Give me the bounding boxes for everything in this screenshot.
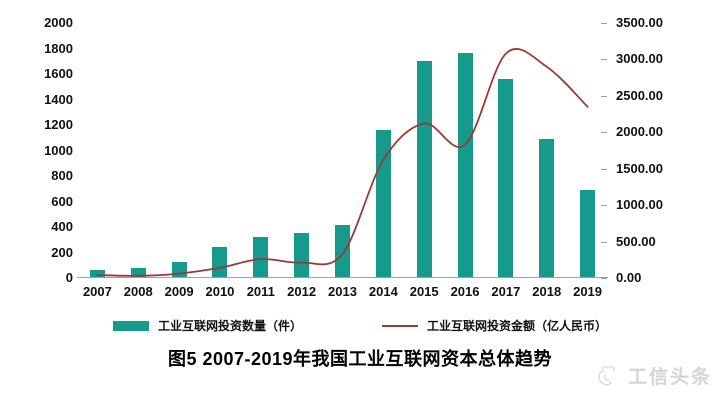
chart-title: 图5 2007-2019年我国工业互联网资本总体趋势 [167,349,553,369]
bar-2011 [253,237,269,278]
bar-2019 [580,190,596,278]
bar-2018 [539,139,555,278]
right-axis-tick-label: 500.00 [616,233,656,249]
right-axis-tick-label: 1000.00 [616,197,663,213]
right-axis-tick-mark [601,168,607,170]
right-axis-tick-mark [601,59,607,61]
right-axis-tick-label: 3000.00 [616,51,663,67]
legend-label-bar: 工业互联网投资数量（件） [157,319,302,333]
plot-area: 0 200 400 600 800 1000 1200 1400 1600 1800 2000 0.… [44,15,663,299]
bar-2017 [498,79,514,278]
x-axis-tick-label: 2018 [532,284,562,299]
x-axis-line [77,277,608,278]
x-axis-tick-label: 2015 [409,284,439,299]
right-axis-tick-mark [601,132,607,134]
bar-2016 [457,52,473,278]
x-axis-tick-label: 2013 [328,284,357,299]
right-axis-tick-label: 2000.00 [616,124,663,140]
legend-item-bar: 工业互联网投资数量（件） [112,317,302,334]
bar-2015 [416,61,432,278]
x-axis-tick-label: 2012 [287,284,317,299]
x-axis-tick-label: 2008 [123,284,153,299]
bar-series-swatch [112,320,149,331]
bar-2014 [375,130,391,278]
left-axis-tick-label: 1000 [44,142,73,158]
right-axis-tick-label: 1500.00 [616,160,663,176]
left-axis-tick-label: 1400 [44,91,73,107]
left-axis-tick-label: 1800 [44,40,73,56]
left-axis-tick-label: 600 [51,193,73,209]
x-axis-tick-label: 2009 [164,284,194,299]
x-axis-tick-label: 2007 [82,284,112,299]
x-axis-tick-label: 2016 [450,284,480,299]
right-axis-tick-mark [601,23,607,24]
right-axis-tick-label: 2500.00 [616,87,663,103]
left-axis-tick-label: 2000 [44,15,73,30]
left-axis-tick-label: 0 [65,270,73,285]
x-axis-tick-label: 2010 [205,284,235,299]
gongxin-toutiao-logo-icon [598,365,615,385]
line-series-swatch [382,324,418,327]
right-axis-tick-label: 3500.00 [616,15,663,30]
legend: 工业互联网投资数量（件） 工业互联网投资金额（亿人民币） [0,317,720,334]
left-axis-tick-label: 200 [51,244,73,260]
right-axis-tick-mark [601,95,607,97]
x-axis-tick-label: 2017 [491,284,521,299]
x-axis-tick-label: 2019 [573,284,603,299]
watermark-text: 工信头条 [627,367,712,388]
right-axis-tick-mark [601,241,607,243]
legend-label-line: 工业互联网投资金额（亿人民币） [427,319,608,333]
x-axis-tick-label: 2014 [368,284,398,299]
right-axis-tick-mark [601,205,607,207]
x-axis-tick-label: 2011 [246,284,275,299]
watermark: 工信头条 [596,362,712,389]
left-axis-tick-label: 1600 [44,66,73,81]
bar-2013 [335,225,350,278]
right-axis-tick-mark [601,278,607,279]
bar-2009 [171,262,187,278]
left-axis-tick-label: 1200 [44,117,73,132]
right-axis-tick-label: 0.00 [616,270,642,285]
left-axis-tick-label: 800 [51,168,73,183]
left-axis-tick-label: 400 [51,219,73,234]
legend-item-line: 工业互联网投资金额（亿人民币） [382,317,607,334]
bar-2010 [212,246,228,278]
bar-2012 [294,233,310,278]
